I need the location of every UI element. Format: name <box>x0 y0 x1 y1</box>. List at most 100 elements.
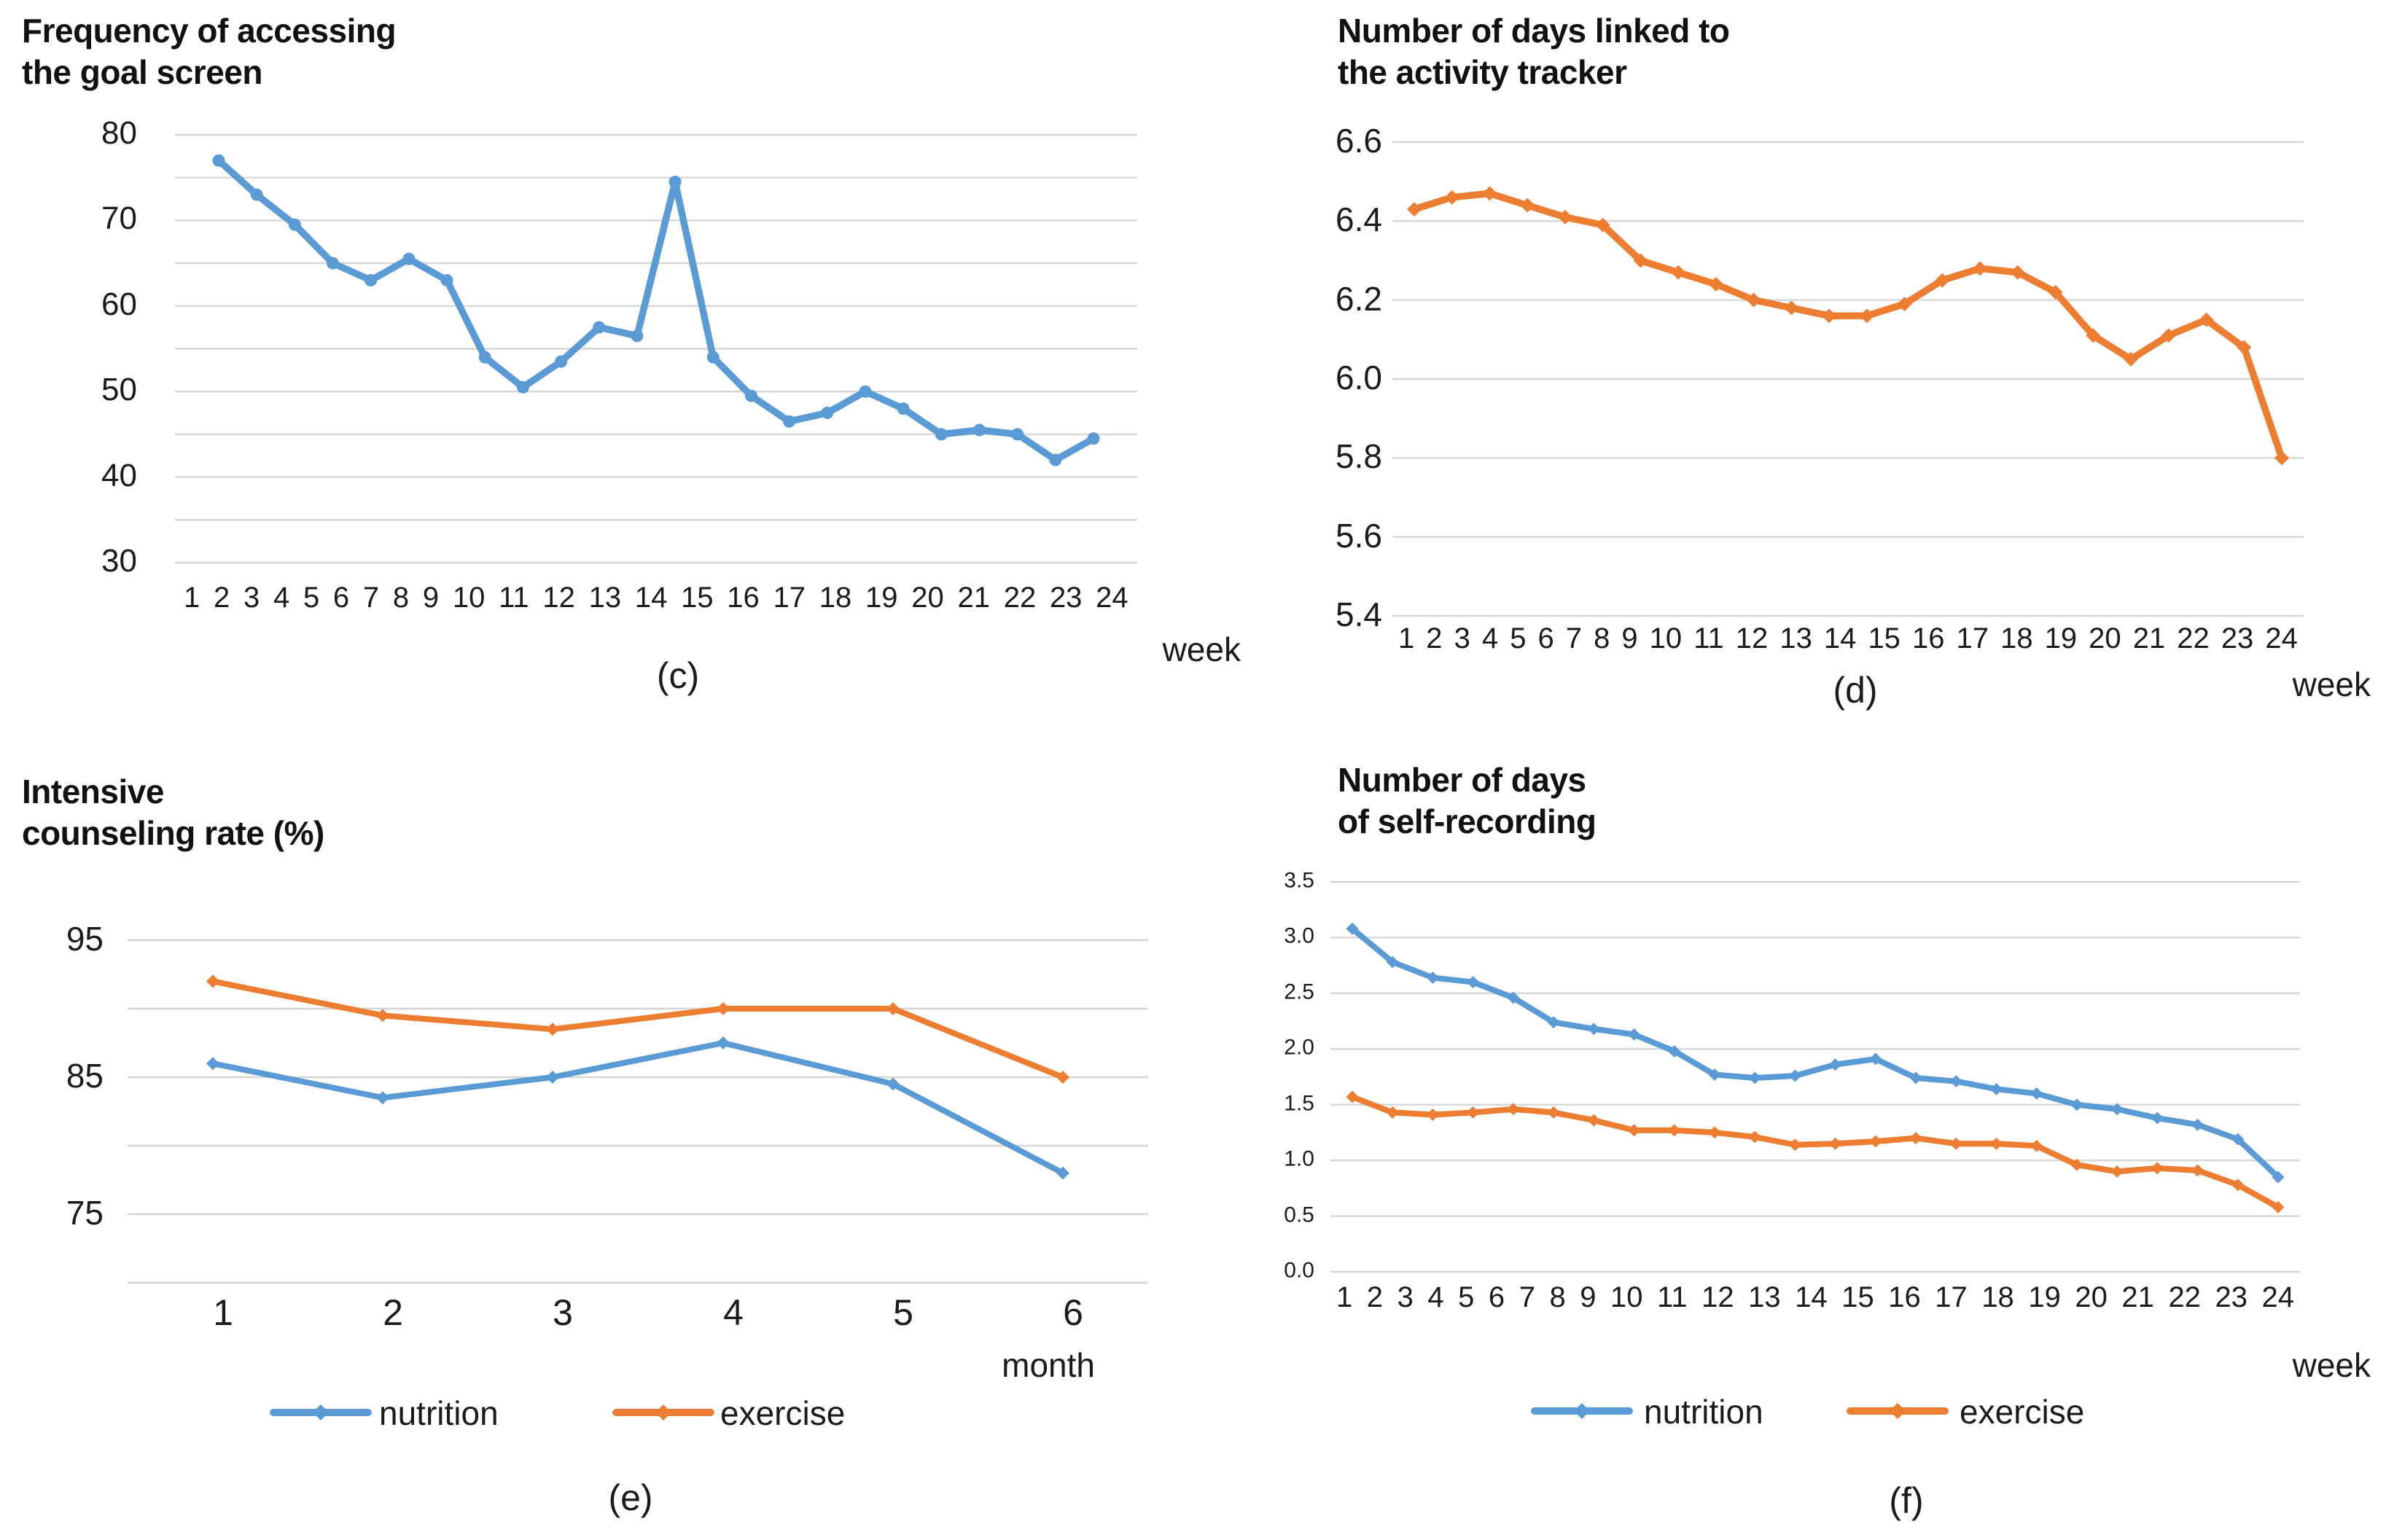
data-point <box>972 423 986 437</box>
panel-d-title: Number of days linked to the activity tr… <box>1338 10 1730 93</box>
y-tick-label-f: 0.5 <box>1284 1203 1314 1227</box>
data-point <box>1829 1058 1842 1071</box>
data-point <box>1426 1108 1439 1121</box>
y-tick-label-d: 6.4 <box>1336 200 1382 239</box>
x-tick-label-f: 11 <box>1657 1281 1688 1313</box>
data-point <box>1467 1106 1480 1119</box>
data-point <box>2086 328 2101 343</box>
data-point <box>1897 297 1912 312</box>
panel-e-legend-label-nutrition: nutrition <box>379 1394 499 1432</box>
data-point <box>1829 1137 1842 1150</box>
y-tick-label-f: 2.0 <box>1284 1035 1314 1060</box>
data-point <box>516 380 529 394</box>
series-line-c-goal screen access frequency <box>215 157 1097 464</box>
data-point <box>1587 1023 1600 1036</box>
series-line-f-exercise <box>1349 1094 2281 1211</box>
data-point <box>897 402 910 415</box>
data-point <box>1444 189 1459 205</box>
data-point <box>1935 273 1950 288</box>
data-point <box>376 1091 389 1105</box>
data-point <box>1668 1044 1681 1058</box>
x-tick-label-c: 8 <box>392 582 410 614</box>
x-tick-label-d: 4 <box>1481 622 1499 654</box>
x-tick-label-f: 7 <box>1518 1281 1535 1313</box>
panel-e-legend-label-exercise: exercise <box>720 1394 846 1432</box>
x-tick-label-e: 5 <box>893 1292 913 1333</box>
data-point <box>2199 312 2214 327</box>
data-point <box>1507 1103 1520 1116</box>
x-tick-label-d: 6 <box>1537 622 1554 654</box>
data-point <box>1708 277 1723 292</box>
y-tick-label-f: 3.5 <box>1284 868 1314 893</box>
data-point <box>744 389 757 402</box>
data-point <box>1949 1075 1962 1088</box>
x-tick-label-d: 2 <box>1426 622 1443 654</box>
x-tick-label-c: 14 <box>634 582 668 614</box>
data-point <box>1822 308 1837 324</box>
y-tick-label-f: 2.5 <box>1284 980 1314 1004</box>
x-tick-label-f: 22 <box>2168 1281 2201 1313</box>
x-tick-label-d: 15 <box>1868 622 1900 654</box>
y-tick-label-d: 5.6 <box>1336 516 1382 555</box>
y-tick-label-e: 75 <box>66 1193 104 1232</box>
x-tick-label-c: 20 <box>911 582 944 614</box>
y-tick-label-d: 5.4 <box>1336 595 1382 633</box>
data-point <box>859 385 872 398</box>
data-point <box>376 1009 389 1023</box>
x-tick-label-f: 4 <box>1427 1281 1444 1313</box>
data-point <box>1346 922 1359 935</box>
data-point <box>717 1002 730 1015</box>
data-point <box>1859 308 1874 324</box>
data-point <box>1547 1016 1560 1029</box>
data-point <box>935 428 948 441</box>
data-point <box>1668 1124 1681 1137</box>
x-tick-label-c: 6 <box>332 582 350 614</box>
x-tick-label-c: 23 <box>1049 582 1083 614</box>
x-tick-label-d: 8 <box>1594 622 1610 654</box>
data-point <box>2191 1164 2204 1177</box>
data-point <box>1482 186 1497 201</box>
series-line-e-exercise <box>210 978 1066 1080</box>
data-point <box>2272 1170 2285 1184</box>
data-point <box>1557 209 1572 224</box>
data-point <box>668 176 682 189</box>
data-point <box>1708 1068 1721 1081</box>
data-point <box>1386 955 1399 969</box>
data-point <box>717 1036 730 1050</box>
x-tick-label-f: 24 <box>2261 1281 2295 1313</box>
x-tick-label-f: 6 <box>1488 1281 1505 1313</box>
x-tick-label-f: 23 <box>2215 1281 2247 1313</box>
data-point <box>1788 1138 1801 1152</box>
panel-e-title-line2: counseling rate (%) <box>22 814 324 852</box>
x-tick-label-d: 14 <box>1823 622 1857 654</box>
x-tick-label-c: 17 <box>773 582 806 614</box>
x-tick-label-d: 11 <box>1693 622 1724 654</box>
data-point <box>1547 1106 1560 1119</box>
data-point <box>631 329 644 343</box>
x-tick-label-f: 17 <box>1935 1281 1968 1313</box>
x-tick-label-d: 16 <box>1911 622 1945 654</box>
data-point <box>1973 261 1988 276</box>
data-point <box>1708 1126 1721 1139</box>
data-point <box>1748 1071 1761 1084</box>
data-point <box>2231 1133 2245 1146</box>
panel-f-x-axis-unit: week <box>2292 1346 2371 1384</box>
panel-d-title-line2: the activity tracker <box>1338 53 1627 91</box>
x-tick-label-d: 24 <box>2265 622 2298 654</box>
x-tick-label-c: 9 <box>422 582 440 614</box>
x-tick-label-c: 21 <box>957 582 990 614</box>
legend-symbol-marker <box>1890 1403 1906 1419</box>
x-tick-label-d: 22 <box>2177 622 2210 654</box>
panel-e-title: Intensive counseling rate (%) <box>22 771 324 854</box>
y-tick-label-f: 1.5 <box>1284 1091 1314 1116</box>
data-point <box>886 1002 900 1015</box>
x-tick-label-c: 4 <box>273 582 290 614</box>
x-tick-label-f: 13 <box>1748 1281 1781 1313</box>
data-point <box>1049 453 1062 466</box>
x-tick-label-e: 3 <box>553 1292 573 1333</box>
data-point <box>364 274 378 287</box>
data-point <box>402 252 416 265</box>
data-point <box>2161 328 2176 343</box>
x-tick-label-e: 6 <box>1063 1292 1083 1333</box>
